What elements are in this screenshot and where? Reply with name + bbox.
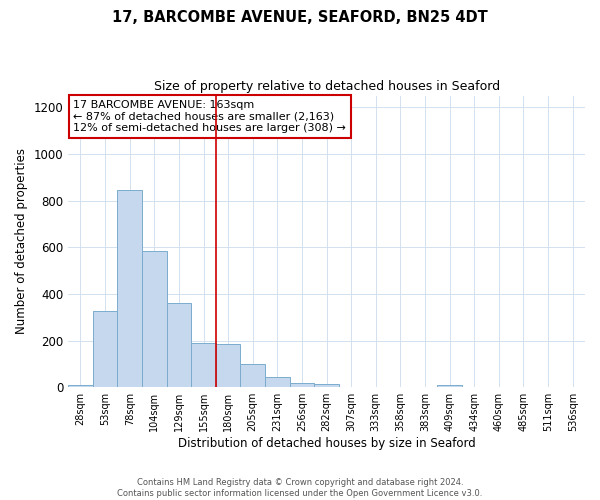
Y-axis label: Number of detached properties: Number of detached properties: [15, 148, 28, 334]
Bar: [93, 312, 118, 387]
Bar: [314, 384, 339, 387]
Text: 17, BARCOMBE AVENUE, SEAFORD, BN25 4DT: 17, BARCOMBE AVENUE, SEAFORD, BN25 4DT: [112, 10, 488, 25]
Bar: [265, 376, 290, 387]
Bar: [241, 364, 265, 387]
Bar: [167, 303, 191, 387]
Bar: [216, 344, 241, 387]
Bar: [142, 250, 167, 387]
Text: Contains HM Land Registry data © Crown copyright and database right 2024.
Contai: Contains HM Land Registry data © Crown c…: [118, 478, 482, 498]
Bar: [290, 382, 314, 387]
Title: Size of property relative to detached houses in Seaford: Size of property relative to detached ho…: [154, 80, 500, 93]
X-axis label: Distribution of detached houses by size in Seaford: Distribution of detached houses by size …: [178, 437, 475, 450]
Text: 17 BARCOMBE AVENUE: 163sqm
← 87% of detached houses are smaller (2,163)
12% of s: 17 BARCOMBE AVENUE: 163sqm ← 87% of deta…: [73, 100, 346, 133]
Bar: [118, 190, 142, 387]
Bar: [437, 385, 462, 387]
Bar: [191, 343, 216, 387]
Bar: [68, 385, 93, 387]
